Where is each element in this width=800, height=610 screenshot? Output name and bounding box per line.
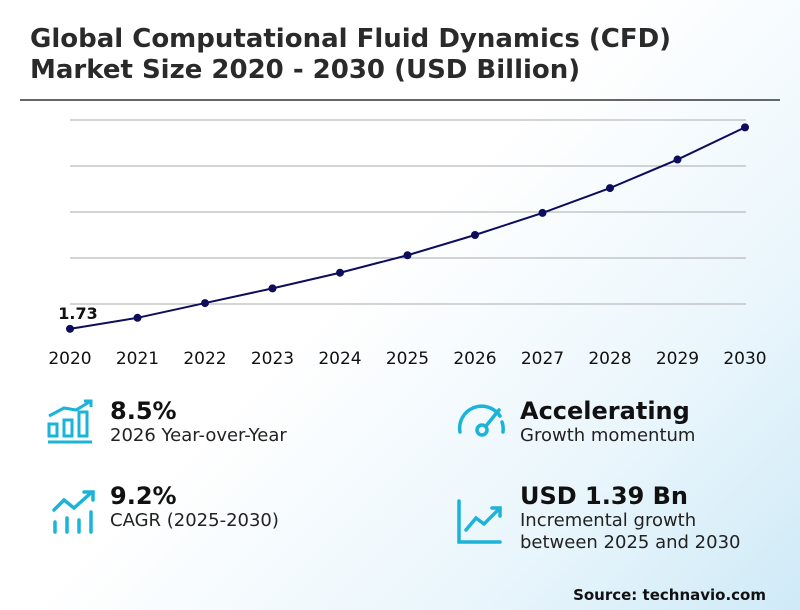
series-line: [69, 126, 746, 330]
stat-label: Growth momentum: [520, 425, 696, 446]
stat-incremental: USD 1.39 Bn Incremental growth between 2…: [520, 482, 740, 554]
x-tick-label: 2028: [588, 349, 631, 369]
stat-value: 9.2%: [110, 482, 177, 510]
stat-yoy: 8.5% 2026 Year-over-Year: [110, 397, 287, 447]
line-chart: 2020 2021 2022 2023 2024 2025 2026 2027 2028 2029…: [48, 119, 767, 369]
stat-label: Incremental growth: [520, 510, 697, 531]
x-tick-label: 2021: [116, 349, 159, 369]
x-tick-label: 2029: [656, 349, 699, 369]
bar-chart-growth-icon: [47, 399, 93, 444]
data-label: 1.73: [58, 304, 97, 323]
title-divider: [20, 99, 780, 101]
data-point: [201, 299, 209, 308]
data-point: [538, 208, 547, 217]
x-tick-label: 2025: [386, 349, 429, 369]
line-chart-up-icon: [457, 499, 502, 544]
stat-momentum: Accelerating Growth momentum: [520, 397, 695, 447]
stat-value: USD 1.39 Bn: [520, 482, 688, 510]
x-tick-label: 2027: [521, 349, 564, 369]
data-point: [673, 155, 682, 164]
stat-value: Accelerating: [520, 397, 690, 425]
x-tick-label: 2024: [318, 349, 361, 369]
x-tick-label: 2026: [453, 349, 496, 369]
source-text: Source: technavio.com: [573, 586, 766, 604]
x-tick-label: 2020: [48, 349, 91, 369]
data-point: [66, 324, 74, 333]
chart-title: Global Computational Fluid Dynamics (CFD…: [30, 24, 671, 86]
stat-label-2: between 2025 and 2030: [520, 532, 741, 553]
speedometer-icon: [457, 404, 505, 437]
title-line-2: Market Size 2020 - 2030 (USD Billion): [30, 55, 581, 85]
x-tick-label: 2030: [723, 349, 766, 369]
x-tick-label: 2023: [251, 349, 294, 369]
trend-up-bars-icon: [52, 490, 95, 534]
data-point: [268, 284, 277, 293]
data-point: [741, 123, 749, 132]
stat-cagr: 9.2% CAGR (2025-2030): [110, 482, 279, 532]
data-point: [403, 251, 412, 260]
data-point: [606, 184, 614, 193]
data-point: [336, 268, 344, 277]
stat-label: 2026 Year-over-Year: [110, 425, 287, 446]
stat-label: CAGR (2025-2030): [110, 510, 279, 531]
stat-value: 8.5%: [110, 397, 177, 425]
data-point: [133, 313, 142, 322]
data-point: [471, 231, 479, 239]
title-line-1: Global Computational Fluid Dynamics (CFD…: [30, 24, 672, 54]
x-tick-label: 2022: [183, 349, 226, 369]
